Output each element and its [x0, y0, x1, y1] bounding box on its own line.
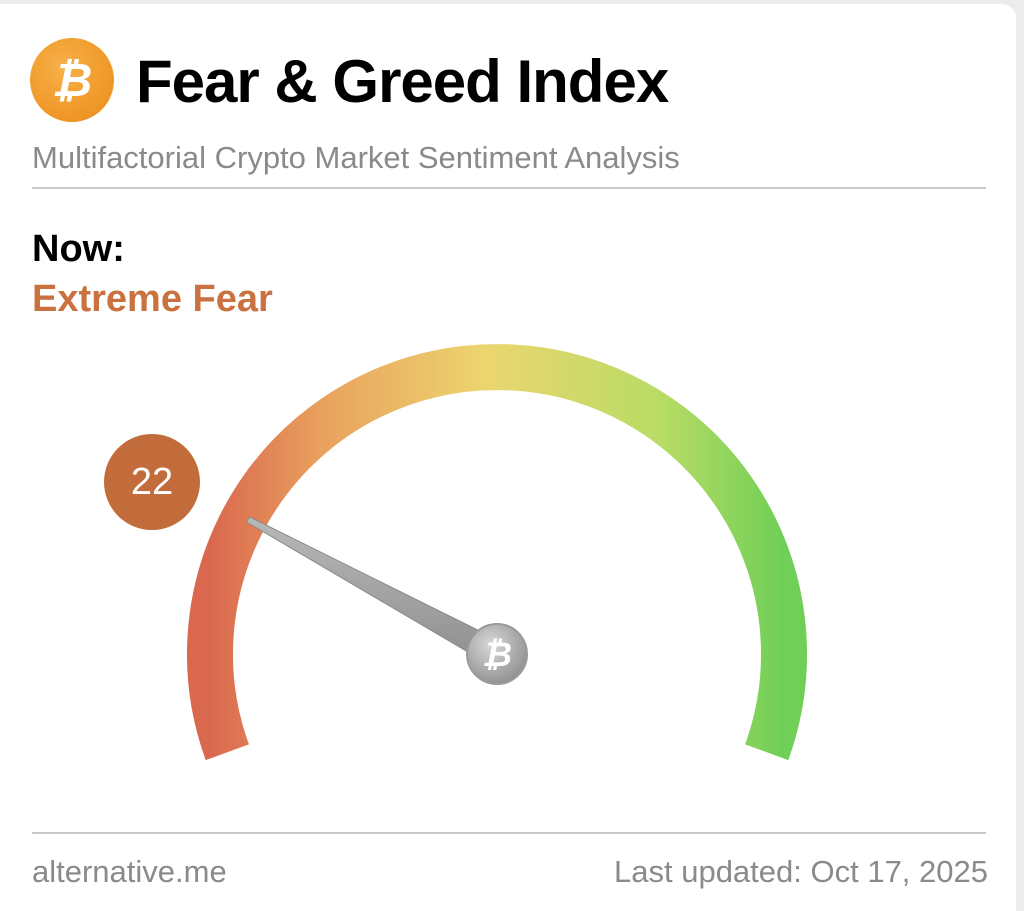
page-subtitle: Multifactorial Crypto Market Sentiment A… — [32, 140, 680, 175]
page-title: Fear & Greed Index — [136, 48, 669, 115]
bitcoin-logo-icon: ₿ — [30, 38, 114, 122]
now-label: Now: — [32, 228, 125, 270]
svg-text:₿: ₿ — [52, 53, 92, 107]
gauge-needle — [245, 516, 504, 667]
header-divider — [32, 187, 986, 189]
svg-text:₿: ₿ — [482, 635, 512, 675]
sentiment-classification: Extreme Fear — [32, 278, 273, 320]
index-value-badge: 22 — [104, 434, 200, 530]
source-link[interactable]: alternative.me — [32, 854, 227, 889]
needle-hub-bitcoin-icon: ₿ — [466, 623, 528, 685]
sentiment-gauge: ₿ — [187, 344, 807, 761]
last-updated: Last updated: Oct 17, 2025 — [614, 854, 988, 889]
fear-greed-widget: ₿ Fear & Greed Index Multifactorial Cryp… — [0, 4, 1016, 911]
footer-divider — [32, 832, 986, 834]
gauge-arc — [187, 344, 807, 761]
